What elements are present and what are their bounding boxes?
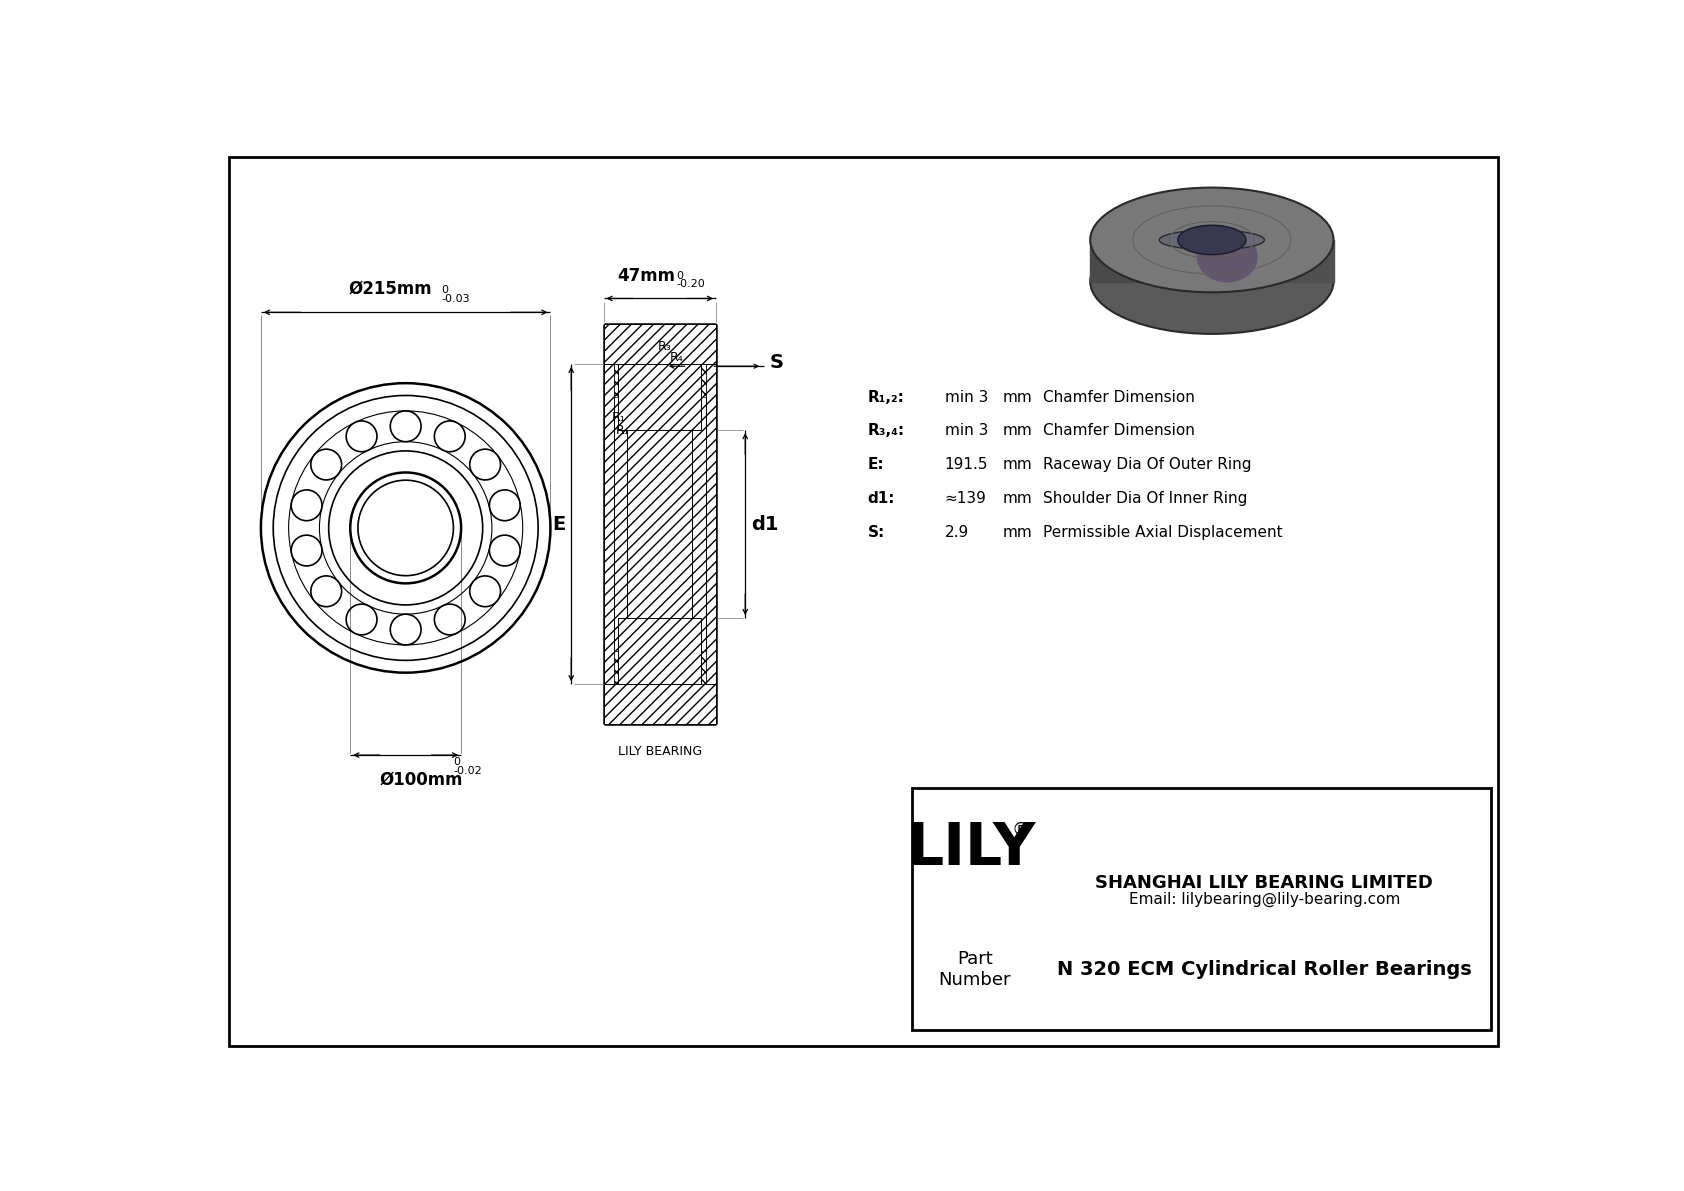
Text: S: S	[770, 353, 783, 372]
Text: R₁: R₁	[611, 411, 625, 424]
Text: d1: d1	[751, 515, 780, 534]
Text: mm: mm	[1002, 457, 1032, 473]
Text: R₁,₂:: R₁,₂:	[867, 389, 904, 405]
Text: mm: mm	[1002, 389, 1032, 405]
Bar	[603, 324, 716, 724]
Ellipse shape	[1197, 231, 1258, 282]
Bar	[613, 364, 626, 397]
Bar	[603, 364, 613, 685]
Text: Raceway Dia Of Outer Ring: Raceway Dia Of Outer Ring	[1042, 457, 1251, 473]
Bar	[628, 430, 692, 618]
Bar	[913, 788, 1492, 1030]
Bar	[613, 651, 626, 685]
Text: R₄: R₄	[670, 351, 684, 364]
Text: R₁: R₁	[616, 424, 630, 437]
Text: LILY: LILY	[906, 819, 1036, 877]
Text: S:: S:	[867, 525, 884, 540]
Ellipse shape	[1159, 230, 1265, 250]
Text: -0.02: -0.02	[453, 766, 482, 775]
Text: Part
Number: Part Number	[938, 949, 1010, 989]
Text: R₃: R₃	[658, 341, 672, 354]
Bar	[618, 618, 701, 685]
Bar	[603, 685, 716, 724]
Text: Shoulder Dia Of Inner Ring: Shoulder Dia Of Inner Ring	[1042, 491, 1248, 506]
Text: ≈139: ≈139	[945, 491, 987, 506]
Ellipse shape	[1090, 229, 1334, 333]
Text: SHANGHAI LILY BEARING LIMITED: SHANGHAI LILY BEARING LIMITED	[1095, 874, 1433, 892]
Text: R₃,₄:: R₃,₄:	[867, 423, 904, 438]
Text: -0.20: -0.20	[677, 279, 706, 289]
Bar	[603, 324, 716, 364]
Text: LILY BEARING: LILY BEARING	[618, 744, 702, 757]
Bar	[694, 364, 706, 397]
Text: Email: lilybearing@lily-bearing.com: Email: lilybearing@lily-bearing.com	[1128, 892, 1399, 908]
Ellipse shape	[1177, 225, 1246, 255]
Text: Ø100mm: Ø100mm	[379, 771, 463, 788]
Text: 47mm: 47mm	[616, 267, 675, 285]
Text: 0: 0	[453, 757, 460, 767]
Bar	[694, 651, 706, 685]
Text: Chamfer Dimension: Chamfer Dimension	[1042, 389, 1196, 405]
Text: d1:: d1:	[867, 491, 896, 506]
Text: Chamfer Dimension: Chamfer Dimension	[1042, 423, 1196, 438]
Text: ®: ®	[1012, 821, 1031, 838]
Bar	[706, 364, 716, 685]
Text: 0: 0	[441, 285, 448, 294]
Text: mm: mm	[1002, 525, 1032, 540]
Bar	[618, 364, 701, 430]
Text: min 3: min 3	[945, 423, 989, 438]
Text: mm: mm	[1002, 491, 1032, 506]
Text: E: E	[552, 515, 566, 534]
Text: -0.03: -0.03	[441, 294, 470, 304]
Text: mm: mm	[1002, 423, 1032, 438]
Text: Ø215mm: Ø215mm	[349, 280, 433, 298]
Text: 0: 0	[677, 270, 684, 281]
Text: 2.9: 2.9	[945, 525, 968, 540]
Text: Permissible Axial Displacement: Permissible Axial Displacement	[1042, 525, 1283, 540]
Text: E:: E:	[867, 457, 884, 473]
Text: min 3: min 3	[945, 389, 989, 405]
Text: 191.5: 191.5	[945, 457, 989, 473]
Text: N 320 ECM Cylindrical Roller Bearings: N 320 ECM Cylindrical Roller Bearings	[1058, 960, 1472, 979]
Ellipse shape	[1090, 187, 1334, 292]
